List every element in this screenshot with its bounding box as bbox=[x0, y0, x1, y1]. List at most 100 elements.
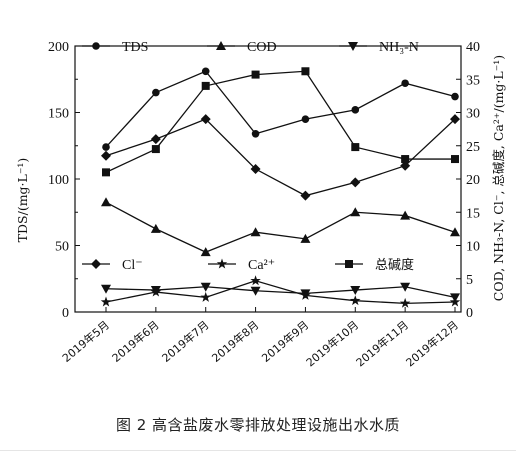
series-3 bbox=[101, 114, 460, 201]
y-tick-label-right: 35 bbox=[466, 73, 480, 88]
data-point bbox=[100, 296, 112, 307]
legend-label: NH₃-N bbox=[379, 40, 419, 55]
data-point bbox=[150, 223, 161, 233]
y-axis-label-left: TDS/(mg·L⁻¹) bbox=[15, 158, 30, 243]
y-tick-label-left: 50 bbox=[55, 240, 69, 255]
chart-legend: TDS COD NH₃-N Cl⁻ Ca²⁺ 总碱度 bbox=[82, 40, 419, 273]
data-point bbox=[101, 197, 111, 207]
data-point bbox=[250, 286, 261, 296]
data-point bbox=[451, 92, 459, 101]
y-tick-label-right: 20 bbox=[466, 173, 480, 188]
series-line bbox=[105, 286, 456, 299]
data-point bbox=[350, 295, 361, 306]
x-tick-label: 2019年5月 bbox=[59, 318, 112, 365]
data-point bbox=[151, 145, 160, 154]
data-point bbox=[400, 210, 411, 220]
legend-marker bbox=[216, 258, 228, 269]
series-line bbox=[105, 70, 456, 148]
data-point bbox=[200, 291, 211, 302]
y-tick-label-left: 200 bbox=[48, 40, 69, 55]
y-tick-label-right: 0 bbox=[466, 306, 473, 321]
legend-item: COD bbox=[207, 40, 277, 55]
data-point bbox=[102, 168, 110, 177]
legend-item: TDS bbox=[82, 40, 148, 55]
data-point bbox=[251, 70, 260, 79]
x-tick-label: 2019年10月 bbox=[303, 318, 361, 370]
data-point bbox=[451, 155, 459, 164]
legend-item: 总碱度 bbox=[335, 257, 414, 273]
legend-marker bbox=[348, 42, 358, 51]
data-point bbox=[351, 143, 360, 152]
data-point bbox=[150, 134, 161, 145]
data-point bbox=[400, 282, 411, 292]
legend-label: 总碱度 bbox=[375, 257, 414, 273]
series-line bbox=[105, 280, 456, 305]
y-tick-label-left: 100 bbox=[48, 173, 69, 188]
data-point bbox=[200, 114, 211, 125]
data-point bbox=[200, 247, 211, 257]
x-tick-label: 2019年7月 bbox=[159, 318, 212, 365]
data-point bbox=[300, 190, 311, 201]
y-tick-label-right: 15 bbox=[466, 206, 480, 221]
data-point bbox=[400, 160, 411, 171]
y-tick-label-left: 150 bbox=[48, 107, 69, 122]
data-point bbox=[101, 150, 111, 161]
legend-marker bbox=[345, 260, 353, 268]
legend-item: Ca²⁺ bbox=[208, 258, 275, 273]
chart-ticks: 05010015020005101520253035402019年5月2019年… bbox=[48, 40, 480, 369]
data-point bbox=[350, 177, 361, 188]
figure-caption: 图 2 高含盐废水零排放处理设施出水水质 bbox=[115, 416, 401, 434]
data-point bbox=[450, 227, 460, 237]
data-point bbox=[300, 233, 311, 243]
x-tick-label: 2019年8月 bbox=[209, 318, 262, 365]
x-tick-label: 2019年11月 bbox=[353, 318, 411, 370]
data-point bbox=[399, 297, 411, 308]
series-line bbox=[105, 118, 456, 197]
x-tick-label: 2019年12月 bbox=[403, 318, 461, 370]
line-chart: 05010015020005101520253035402019年5月2019年… bbox=[15, 40, 506, 369]
legend-label: TDS bbox=[122, 40, 148, 55]
data-point bbox=[450, 114, 460, 125]
series-0 bbox=[102, 67, 459, 151]
x-tick-label: 2019年9月 bbox=[259, 318, 312, 365]
x-tick-label: 2019年6月 bbox=[109, 318, 162, 365]
legend-marker bbox=[216, 41, 226, 50]
y-tick-label-right: 5 bbox=[466, 273, 473, 288]
data-point bbox=[350, 286, 361, 296]
legend-marker bbox=[92, 42, 100, 50]
y-axis-label-right: COD, NH₃-N, Cl⁻, 总碱度, Ca²⁺/(mg·L⁻¹) bbox=[491, 55, 506, 301]
data-point bbox=[152, 88, 160, 97]
data-point bbox=[301, 67, 310, 76]
data-point bbox=[449, 296, 461, 307]
data-point bbox=[301, 115, 310, 123]
data-point bbox=[200, 282, 211, 292]
legend-label: Ca²⁺ bbox=[248, 258, 275, 273]
data-point bbox=[102, 143, 110, 151]
y-tick-label-left: 0 bbox=[62, 306, 69, 321]
data-point bbox=[250, 164, 261, 175]
legend-label: Cl⁻ bbox=[122, 258, 143, 273]
series-2 bbox=[101, 282, 460, 303]
data-point bbox=[201, 81, 210, 90]
series-5 bbox=[102, 67, 459, 177]
data-point bbox=[251, 129, 260, 138]
data-point bbox=[401, 79, 409, 88]
data-point bbox=[401, 155, 410, 164]
data-point bbox=[101, 284, 111, 294]
data-point bbox=[150, 286, 162, 297]
chart-series bbox=[100, 67, 461, 308]
data-point bbox=[300, 289, 311, 300]
data-point bbox=[250, 275, 261, 286]
legend-item: Cl⁻ bbox=[82, 258, 143, 273]
series-4 bbox=[100, 275, 461, 308]
series-1 bbox=[101, 197, 460, 257]
y-tick-label-right: 10 bbox=[466, 240, 480, 255]
data-point bbox=[250, 227, 261, 237]
legend-marker bbox=[91, 259, 101, 269]
divider bbox=[0, 450, 516, 451]
y-tick-label-right: 40 bbox=[466, 40, 480, 55]
legend-label: COD bbox=[247, 40, 277, 55]
y-tick-label-right: 25 bbox=[466, 140, 480, 155]
data-point bbox=[201, 67, 210, 76]
legend-item: NH₃-N bbox=[339, 40, 419, 55]
